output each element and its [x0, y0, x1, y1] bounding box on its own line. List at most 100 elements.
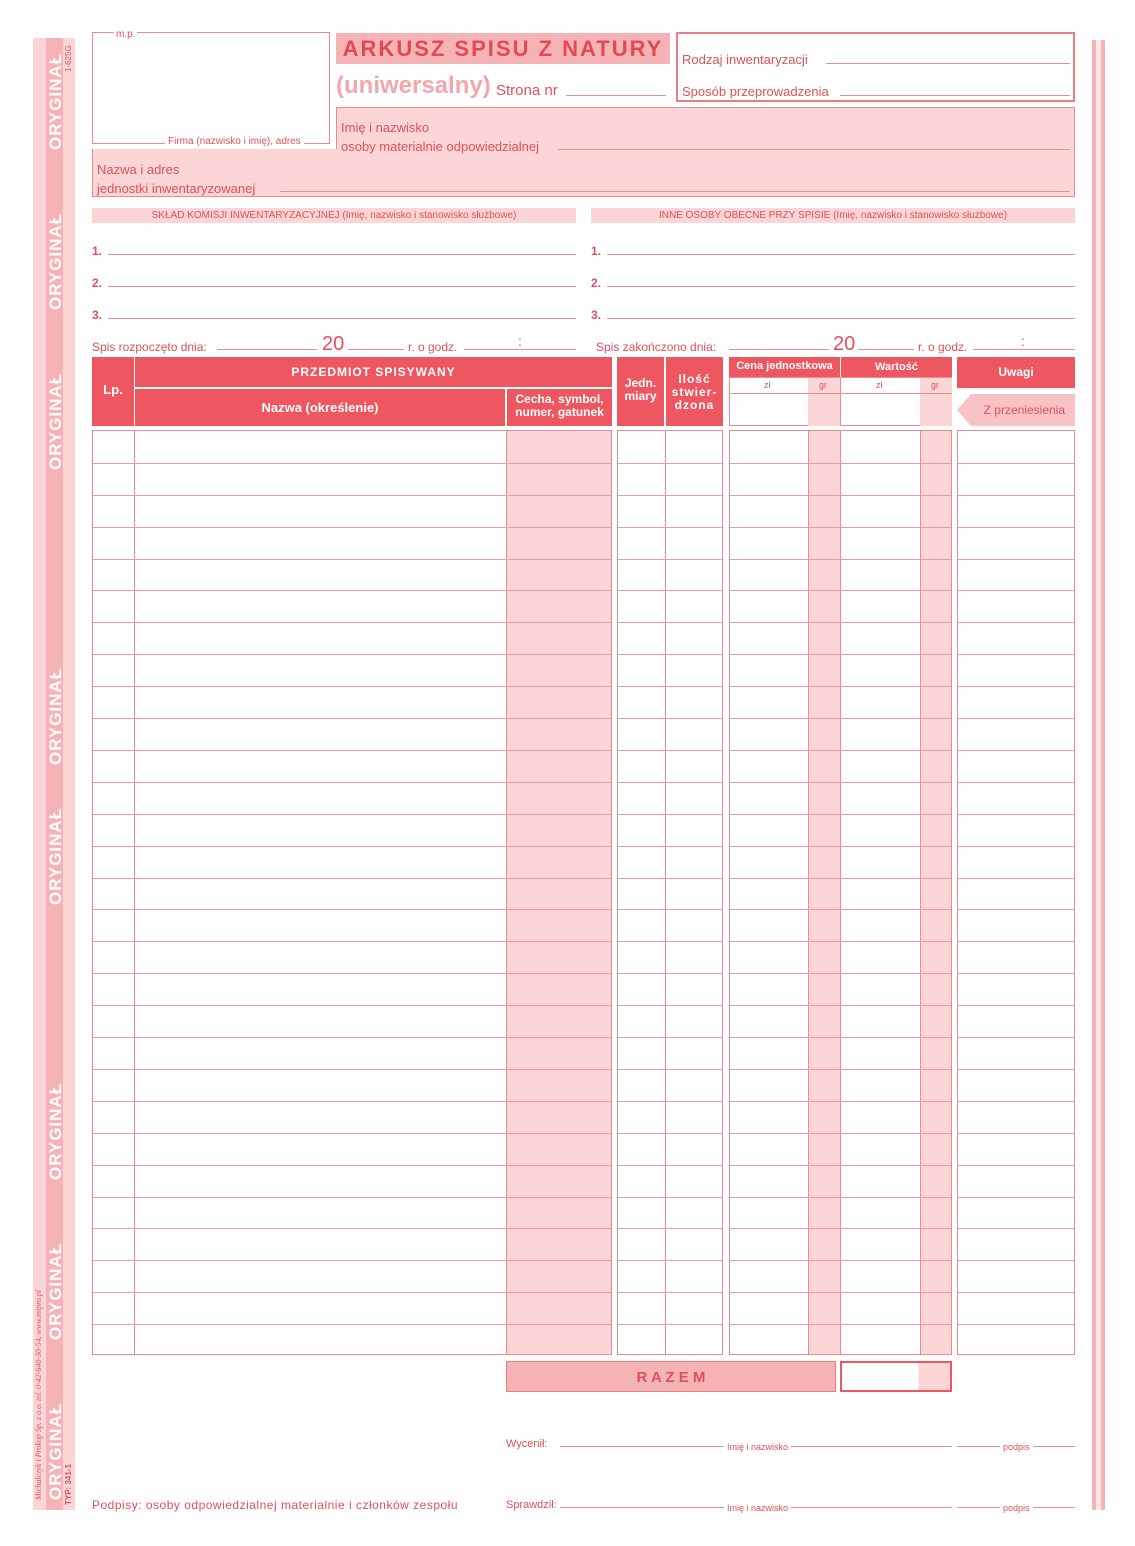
komisja-field-1[interactable]: [108, 254, 576, 255]
table-row[interactable]: [93, 973, 611, 974]
table-row[interactable]: [93, 1228, 611, 1229]
inne-field-3[interactable]: [607, 318, 1075, 319]
table-row[interactable]: [730, 686, 951, 687]
table-row[interactable]: [958, 495, 1074, 496]
table-row[interactable]: [93, 1133, 611, 1134]
table-row[interactable]: [618, 814, 722, 815]
table-row[interactable]: [618, 1037, 722, 1038]
table-row[interactable]: [93, 590, 611, 591]
table-row[interactable]: [730, 495, 951, 496]
table-row[interactable]: [730, 463, 951, 464]
table-row[interactable]: [618, 1292, 722, 1293]
end-year-field[interactable]: [858, 349, 914, 350]
table-row[interactable]: [958, 973, 1074, 974]
osoba-field[interactable]: [558, 149, 1070, 150]
sposob-field[interactable]: [840, 95, 1070, 96]
table-row[interactable]: [93, 750, 611, 751]
table-row[interactable]: [618, 686, 722, 687]
table-row[interactable]: [730, 1197, 951, 1198]
table-row[interactable]: [958, 814, 1074, 815]
komisja-field-2[interactable]: [108, 286, 576, 287]
table-row[interactable]: [730, 1324, 951, 1325]
table-row[interactable]: [93, 1324, 611, 1325]
table-row[interactable]: [618, 1165, 722, 1166]
table-row[interactable]: [958, 1133, 1074, 1134]
table-row[interactable]: [730, 527, 951, 528]
table-row[interactable]: [618, 909, 722, 910]
table-row[interactable]: [93, 1292, 611, 1293]
rodzaj-field[interactable]: [826, 63, 1070, 64]
table-row[interactable]: [93, 782, 611, 783]
table-row[interactable]: [958, 1165, 1074, 1166]
table-row[interactable]: [958, 1324, 1074, 1325]
table-row[interactable]: [93, 559, 611, 560]
table-row[interactable]: [618, 1260, 722, 1261]
komisja-field-3[interactable]: [108, 318, 576, 319]
end-date-field[interactable]: [729, 349, 829, 350]
table-row[interactable]: [958, 654, 1074, 655]
table-row[interactable]: [93, 1069, 611, 1070]
table-row[interactable]: [618, 878, 722, 879]
table-row[interactable]: [93, 1037, 611, 1038]
table-row[interactable]: [730, 1133, 951, 1134]
start-hour-field[interactable]: [464, 349, 576, 350]
table-row[interactable]: [618, 846, 722, 847]
table-row[interactable]: [958, 1260, 1074, 1261]
start-year-field[interactable]: [348, 349, 404, 350]
table-row[interactable]: [958, 1069, 1074, 1070]
table-row[interactable]: [93, 878, 611, 879]
table-row[interactable]: [730, 1165, 951, 1166]
table-row[interactable]: [958, 1005, 1074, 1006]
start-date-field[interactable]: [217, 349, 317, 350]
table-row[interactable]: [93, 909, 611, 910]
table-row[interactable]: [93, 1165, 611, 1166]
table-row[interactable]: [93, 846, 611, 847]
table-row[interactable]: [958, 590, 1074, 591]
table-row[interactable]: [93, 1101, 611, 1102]
table-row[interactable]: [730, 1037, 951, 1038]
table-row[interactable]: [730, 1292, 951, 1293]
table-row[interactable]: [958, 527, 1074, 528]
table-row[interactable]: [618, 590, 722, 591]
table-row[interactable]: [730, 814, 951, 815]
table-row[interactable]: [93, 495, 611, 496]
table-row[interactable]: [618, 654, 722, 655]
table-row[interactable]: [730, 622, 951, 623]
table-row[interactable]: [730, 718, 951, 719]
table-row[interactable]: [618, 1101, 722, 1102]
table-row[interactable]: [730, 782, 951, 783]
table-row[interactable]: [93, 686, 611, 687]
table-row[interactable]: [958, 718, 1074, 719]
page-number-field[interactable]: [566, 95, 666, 96]
table-row[interactable]: [730, 909, 951, 910]
table-row[interactable]: [93, 941, 611, 942]
table-row[interactable]: [730, 750, 951, 751]
table-row[interactable]: [618, 1005, 722, 1006]
table-row[interactable]: [958, 1037, 1074, 1038]
table-row[interactable]: [93, 622, 611, 623]
inne-field-2[interactable]: [607, 286, 1075, 287]
table-row[interactable]: [618, 941, 722, 942]
table-row[interactable]: [93, 718, 611, 719]
table-row[interactable]: [93, 654, 611, 655]
table-row[interactable]: [730, 1101, 951, 1102]
table-row[interactable]: [958, 622, 1074, 623]
jednostka-field[interactable]: [280, 191, 1070, 192]
table-row[interactable]: [730, 654, 951, 655]
table-row[interactable]: [618, 622, 722, 623]
table-row[interactable]: [618, 750, 722, 751]
table-row[interactable]: [730, 846, 951, 847]
table-row[interactable]: [958, 750, 1074, 751]
table-row[interactable]: [958, 782, 1074, 783]
table-row[interactable]: [958, 1197, 1074, 1198]
table-row[interactable]: [618, 1228, 722, 1229]
table-row[interactable]: [618, 1324, 722, 1325]
table-row[interactable]: [618, 495, 722, 496]
table-row[interactable]: [618, 782, 722, 783]
total-value-field[interactable]: [840, 1361, 952, 1392]
table-row[interactable]: [730, 878, 951, 879]
table-row[interactable]: [618, 1069, 722, 1070]
inne-field-1[interactable]: [607, 254, 1075, 255]
table-row[interactable]: [618, 527, 722, 528]
table-row[interactable]: [618, 718, 722, 719]
